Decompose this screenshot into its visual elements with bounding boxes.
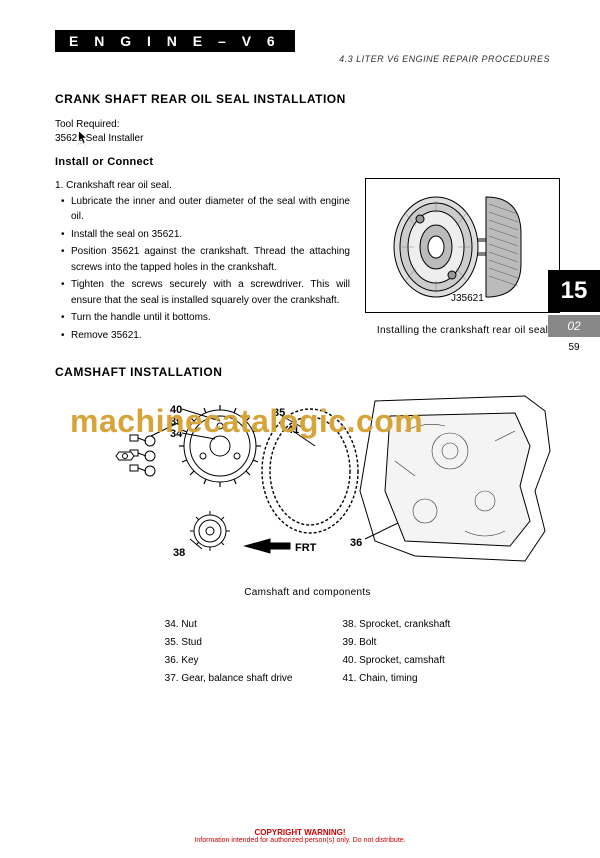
bullet-item: Tighten the screws securely with a screw…	[61, 277, 350, 308]
frt-label: FRT	[295, 542, 317, 554]
cursor-icon	[77, 130, 91, 146]
bullet-item: Lubricate the inner and outer diameter o…	[61, 194, 350, 225]
footer: COPYRIGHT WARNING! Information intended …	[0, 828, 600, 844]
callout-38: 38	[173, 547, 185, 559]
install-title: Install or Connect	[55, 156, 560, 168]
header-bar: E N G I N E – V 6	[55, 30, 295, 52]
legend: 34. Nut 35. Stud 36. Key 37. Gear, balan…	[55, 616, 560, 688]
bullet-item: Remove 35621.	[61, 328, 350, 344]
side-tabs: 15 02 59	[548, 270, 600, 353]
legend-item: 36. Key	[165, 652, 293, 670]
step1-lead: 1. Crankshaft rear oil seal.	[55, 178, 350, 194]
legend-item: 40. Sprocket, camshaft	[343, 652, 451, 670]
tool-value-wrap: 35621 Seal Installer	[55, 132, 143, 146]
figure1-box: J35621	[365, 178, 560, 313]
legend-item: 34. Nut	[165, 616, 293, 634]
footer-info: Information intended for authorized pers…	[0, 837, 600, 844]
tool-value: 35621 Seal Installer	[55, 133, 143, 144]
diagram-caption: Camshaft and components	[55, 587, 560, 598]
legend-right: 38. Sprocket, crankshaft 39. Bolt 40. Sp…	[343, 616, 451, 688]
callout-36: 36	[350, 537, 362, 549]
bullet-item: Position 35621 against the crankshaft. T…	[61, 244, 350, 275]
legend-item: 41. Chain, timing	[343, 670, 451, 688]
section2-title: CAMSHAFT INSTALLATION	[55, 365, 560, 379]
header-row: E N G I N E – V 6	[55, 30, 560, 52]
content-row: 1. Crankshaft rear oil seal. Lubricate t…	[55, 178, 560, 345]
tool-label: Tool Required:	[55, 118, 560, 132]
figure-col: J35621 Installing the crankshaft rear oi…	[365, 178, 560, 336]
page: E N G I N E – V 6 4.3 LITER V6 ENGINE RE…	[0, 0, 600, 858]
side-tab-section: 02	[548, 315, 600, 337]
bullet-item: Turn the handle until it bottoms.	[61, 310, 350, 326]
bullet-item: Install the seal on 35621.	[61, 227, 350, 243]
legend-item: 35. Stud	[165, 634, 293, 652]
figure1-caption: Installing the crankshaft rear oil seal	[365, 325, 560, 336]
side-tab-page: 59	[548, 342, 600, 353]
legend-item: 38. Sprocket, crankshaft	[343, 616, 451, 634]
header-subtitle: 4.3 LITER V6 ENGINE REPAIR PROCEDURES	[55, 54, 560, 64]
tool-required: Tool Required: 35621 Seal Installer	[55, 118, 560, 146]
legend-left: 34. Nut 35. Stud 36. Key 37. Gear, balan…	[165, 616, 293, 688]
watermark-text: machinecatalogic.com	[70, 403, 423, 440]
legend-item: 37. Gear, balance shaft drive	[165, 670, 293, 688]
legend-item: 39. Bolt	[343, 634, 451, 652]
side-tab-chapter: 15	[548, 270, 600, 312]
footer-warning: COPYRIGHT WARNING!	[0, 828, 600, 837]
section1-title: CRANK SHAFT REAR OIL SEAL INSTALLATION	[55, 92, 560, 106]
instructions-col: 1. Crankshaft rear oil seal. Lubricate t…	[55, 178, 350, 345]
bullet-list: Lubricate the inner and outer diameter o…	[55, 194, 350, 344]
figure1-label: J35621	[451, 293, 484, 304]
